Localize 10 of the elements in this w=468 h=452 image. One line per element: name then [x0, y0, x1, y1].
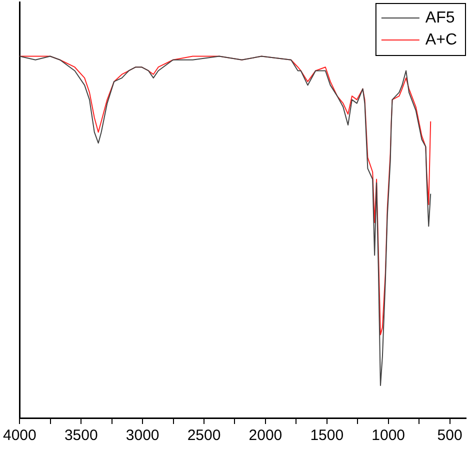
legend-label: AF5 [425, 9, 455, 26]
x-tick-label: 4000 [2, 427, 36, 444]
legend-label: A+C [425, 31, 458, 48]
x-tick-label: 2500 [187, 427, 221, 444]
x-tick-label: 3500 [64, 427, 98, 444]
x-tick-label: 3000 [126, 427, 160, 444]
x-tick-label: 500 [437, 427, 462, 444]
x-tick-label: 2000 [248, 427, 282, 444]
x-tick-label: 1500 [310, 427, 344, 444]
x-tick-label: 1000 [372, 427, 406, 444]
